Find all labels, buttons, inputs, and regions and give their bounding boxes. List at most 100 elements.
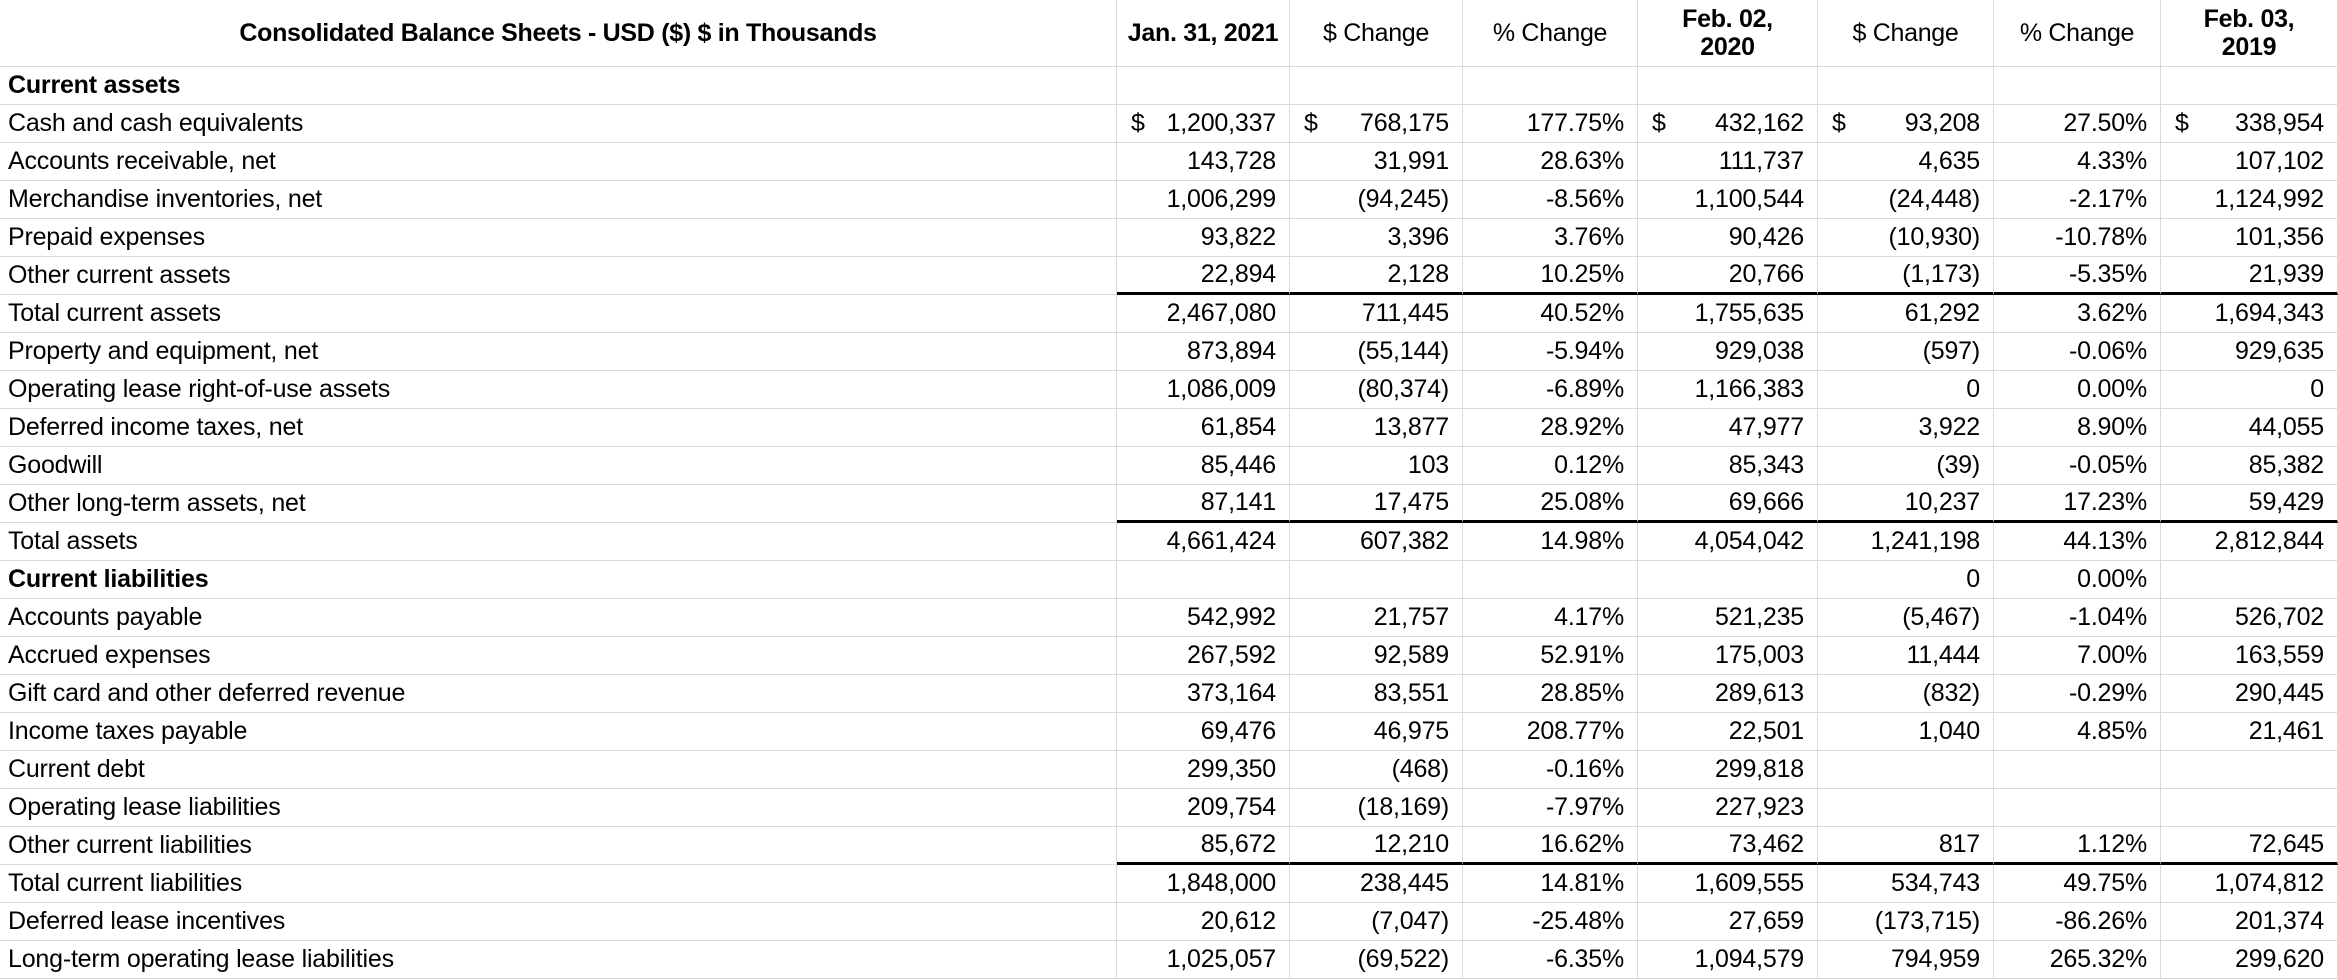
cell xyxy=(1818,67,1994,105)
cell: -2.17% xyxy=(1994,181,2161,219)
cell: 7.00% xyxy=(1994,637,2161,675)
cell: (597) xyxy=(1818,333,1994,371)
cell-value: 873,894 xyxy=(1187,337,1276,365)
cell: $768,175 xyxy=(1290,105,1463,143)
cell-value: 83,551 xyxy=(1373,679,1449,707)
cell: 12,210 xyxy=(1290,827,1463,865)
cell-value: (94,245) xyxy=(1357,185,1449,213)
cell: 2,128 xyxy=(1290,257,1463,295)
cell: 1,006,299 xyxy=(1117,181,1290,219)
cell-value: 111,737 xyxy=(1718,147,1804,175)
cell: 0 xyxy=(2161,371,2338,409)
cell: 49.75% xyxy=(1994,865,2161,903)
row-label: Current liabilities xyxy=(0,561,1117,599)
cell-value: 1,609,555 xyxy=(1694,869,1805,897)
cell-value: 47,977 xyxy=(1728,413,1804,441)
cell-value: 103 xyxy=(1407,451,1449,479)
currency-symbol: $ xyxy=(1304,109,1318,137)
cell-value: 21,461 xyxy=(2248,717,2324,745)
row-label: Income taxes payable xyxy=(0,713,1117,751)
cell: 107,102 xyxy=(2161,143,2338,181)
cell: 73,462 xyxy=(1638,827,1818,865)
cell: -6.89% xyxy=(1463,371,1638,409)
cell-value: 2,128 xyxy=(1387,260,1449,288)
cell xyxy=(2161,67,2338,105)
cell-value: 0.12% xyxy=(1554,451,1624,479)
cell: 373,164 xyxy=(1117,675,1290,713)
cell-value: 14.98% xyxy=(1540,527,1624,555)
table-row: Merchandise inventories, net 1,006,299 (94… xyxy=(0,181,2338,219)
cell-value: 0 xyxy=(1966,375,1980,403)
cell: 47,977 xyxy=(1638,409,1818,447)
currency-symbol: $ xyxy=(1652,109,1666,137)
cell xyxy=(2161,751,2338,789)
cell: 27.50% xyxy=(1994,105,2161,143)
cell-value: (7,047) xyxy=(1371,907,1449,935)
cell: 3.62% xyxy=(1994,295,2161,333)
cell: 4,054,042 xyxy=(1638,523,1818,561)
cell-value: 1.12% xyxy=(2077,830,2147,858)
row-label: Total current assets xyxy=(0,295,1117,333)
cell: 817 xyxy=(1818,827,1994,865)
cell: 794,959 xyxy=(1818,941,1994,979)
cell-value: 40.52% xyxy=(1540,299,1624,327)
cell xyxy=(1638,561,1818,599)
table-row: Long-term operating lease liabilities 1,0… xyxy=(0,941,2338,979)
cell: 299,818 xyxy=(1638,751,1818,789)
cell-value: 92,589 xyxy=(1373,641,1449,669)
row-label: Merchandise inventories, net xyxy=(0,181,1117,219)
cell: 21,757 xyxy=(1290,599,1463,637)
cell: (10,930) xyxy=(1818,219,1994,257)
cell: 177.75% xyxy=(1463,105,1638,143)
cell: 69,476 xyxy=(1117,713,1290,751)
cell-value: 3.76% xyxy=(1554,223,1624,251)
cell-value: 265.32% xyxy=(2049,945,2147,973)
cell: 534,743 xyxy=(1818,865,1994,903)
table-row: Current liabilities 0 0.00% xyxy=(0,561,2338,599)
cell: 85,446 xyxy=(1117,447,1290,485)
cell: 3,922 xyxy=(1818,409,1994,447)
cell: -6.35% xyxy=(1463,941,1638,979)
cell-value: -6.35% xyxy=(1545,945,1624,973)
cell: 11,444 xyxy=(1818,637,1994,675)
cell-value: 3,922 xyxy=(1918,413,1980,441)
cell xyxy=(1638,67,1818,105)
cell-value: 929,038 xyxy=(1715,337,1804,365)
cell: 3.76% xyxy=(1463,219,1638,257)
cell: 607,382 xyxy=(1290,523,1463,561)
cell-value: 290,445 xyxy=(2235,679,2324,707)
cell-value: 711,445 xyxy=(1361,299,1449,327)
cell-value: 0 xyxy=(1966,565,1980,593)
column-header: $ Change xyxy=(1818,0,1994,67)
cell-value: 1,241,198 xyxy=(1870,527,1981,555)
table-row: Goodwill 85,446 103 0.12% 85,343 (39) -0.05% 85… xyxy=(0,447,2338,485)
cell: 25.08% xyxy=(1463,485,1638,523)
cell-value: 1,040 xyxy=(1918,717,1980,745)
cell: 69,666 xyxy=(1638,485,1818,523)
cell-value: 85,382 xyxy=(2248,451,2324,479)
cell-value: (1,173) xyxy=(1902,260,1980,288)
row-label: Deferred lease incentives xyxy=(0,903,1117,941)
cell: 265.32% xyxy=(1994,941,2161,979)
cell-value: 11,444 xyxy=(1906,641,1981,669)
table-row: Gift card and other deferred revenue 373,… xyxy=(0,675,2338,713)
cell-value: 4,661,424 xyxy=(1166,527,1277,555)
cell-value: 85,446 xyxy=(1200,451,1276,479)
currency-symbol: $ xyxy=(1131,109,1145,137)
row-label: Accounts receivable, net xyxy=(0,143,1117,181)
cell: 20,766 xyxy=(1638,257,1818,295)
cell-value: -25.48% xyxy=(1532,907,1624,935)
cell: (18,169) xyxy=(1290,789,1463,827)
cell-value: 1,025,057 xyxy=(1166,945,1277,973)
cell: 299,620 xyxy=(2161,941,2338,979)
cell: 4.17% xyxy=(1463,599,1638,637)
cell-value: 69,666 xyxy=(1728,488,1804,516)
cell: 299,350 xyxy=(1117,751,1290,789)
cell: 0 xyxy=(1818,561,1994,599)
row-label: Cash and cash equivalents xyxy=(0,105,1117,143)
cell: -1.04% xyxy=(1994,599,2161,637)
cell-value: -8.56% xyxy=(1545,185,1624,213)
cell: 17.23% xyxy=(1994,485,2161,523)
cell-value: 21,757 xyxy=(1373,603,1449,631)
cell-value: 46,975 xyxy=(1373,717,1449,745)
